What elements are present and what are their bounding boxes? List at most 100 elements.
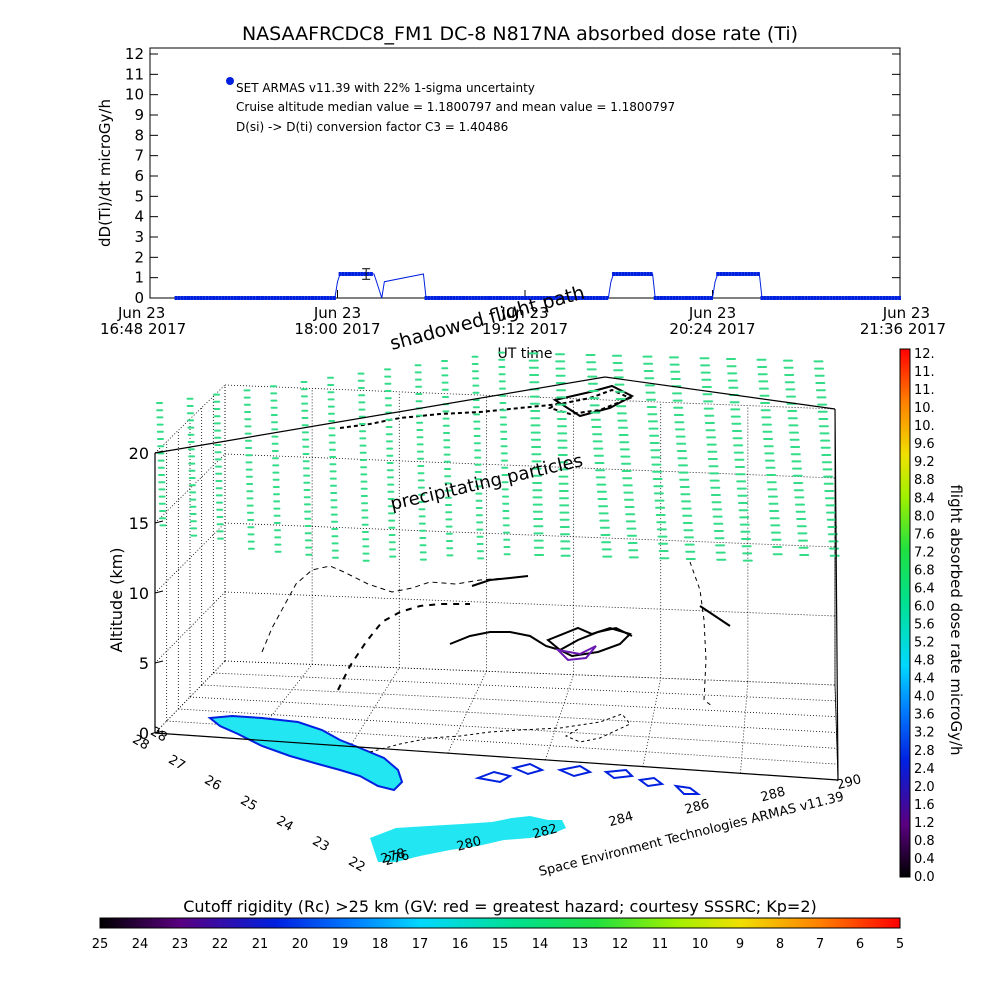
particle-mark <box>190 527 198 530</box>
particle-mark <box>793 482 804 484</box>
particle-mark <box>301 417 309 419</box>
dose-rate-colorbar: 0.0 0.4 0.8 1.2 1.6 2.0 2.4 2.8 3.2 3.6 4.0 4.4 4.8 5… <box>899 347 965 885</box>
series-point <box>298 296 302 300</box>
particle-mark <box>359 459 367 461</box>
particle-mark <box>303 503 311 506</box>
particle-mark <box>444 475 452 478</box>
particle-mark <box>653 485 664 488</box>
particle-mark <box>474 449 482 452</box>
series-point <box>261 296 264 300</box>
series-point <box>267 296 271 300</box>
particle-mark <box>729 401 740 404</box>
particle-mark <box>560 533 570 536</box>
particle-mark <box>532 510 543 513</box>
rigidity-tick-label: 16 <box>452 937 469 952</box>
colorbar-tick-label: 7.2 <box>914 545 935 560</box>
particle-mark <box>331 520 338 523</box>
series-point <box>663 296 667 300</box>
particle-mark <box>385 433 393 436</box>
series-point <box>706 296 710 300</box>
legend-marker <box>226 77 234 85</box>
series-point <box>527 296 531 300</box>
series-point <box>766 296 770 300</box>
particle-mark <box>387 490 395 493</box>
x-tick-time: 20:24 2017 <box>669 320 755 338</box>
lon-tick-label: 288 <box>759 784 787 805</box>
particle-mark <box>766 474 777 476</box>
particle-mark <box>654 499 665 502</box>
particle-mark <box>302 438 310 441</box>
particle-mark <box>589 397 600 400</box>
particle-mark <box>159 524 167 527</box>
particle-mark <box>586 368 597 371</box>
series-point <box>492 296 496 300</box>
particle-mark <box>500 445 508 448</box>
particle-mark <box>476 535 484 538</box>
particle-mark <box>763 438 774 440</box>
series-point <box>311 296 314 300</box>
particle-mark <box>757 373 768 376</box>
particle-mark <box>790 446 801 448</box>
particle-mark <box>742 552 753 555</box>
particle-mark <box>772 553 783 556</box>
particle-mark <box>647 413 658 416</box>
colorbar-tick-label: 10. <box>914 419 935 434</box>
particle-mark <box>245 454 253 457</box>
particle-mark <box>304 539 312 542</box>
particle-mark <box>216 501 223 504</box>
particle-mark <box>445 504 452 506</box>
series-point <box>437 296 441 300</box>
colorbar-tick-label: 8.0 <box>914 509 935 524</box>
particle-mark <box>272 486 280 488</box>
series-point <box>688 296 692 300</box>
series-point <box>734 272 738 277</box>
particle-mark <box>726 358 736 360</box>
particle-mark <box>186 405 194 407</box>
particle-mark <box>503 538 511 541</box>
floor-grid-width <box>213 672 836 702</box>
series-point <box>782 296 786 300</box>
colorbar-tick-label: 3.6 <box>914 708 935 723</box>
particle-mark <box>557 425 567 428</box>
series-point <box>252 296 256 300</box>
particle-mark <box>670 370 681 373</box>
particle-mark <box>530 417 541 420</box>
particle-mark <box>705 429 716 432</box>
series-point <box>567 296 571 300</box>
particle-mark <box>158 495 166 498</box>
series-point <box>872 296 876 300</box>
particle-mark <box>446 547 454 550</box>
series-point <box>649 272 653 277</box>
particle-mark <box>303 474 311 477</box>
particle-mark <box>416 436 424 439</box>
particle-mark <box>612 354 622 357</box>
series-point <box>286 296 289 300</box>
series-point <box>819 296 823 300</box>
particle-mark <box>736 480 747 483</box>
flight-loop <box>546 626 632 658</box>
series-point <box>177 296 181 300</box>
particle-mark <box>558 482 569 485</box>
particle-mark <box>330 499 338 502</box>
shadowed-flight-path-label: shadowed flight path <box>388 282 587 355</box>
colorbar-tick-label: 11. <box>914 383 935 398</box>
particle-mark <box>820 439 831 442</box>
particle-mark <box>822 468 833 471</box>
dose-rate-colorbar-label: flight absorbed dose rate microGy/h <box>947 484 965 755</box>
particle-mark <box>331 549 339 552</box>
series-point <box>455 296 459 300</box>
left-wall-grid-horizontal <box>154 453 226 524</box>
particle-mark <box>473 435 481 437</box>
annotation-conversion: D(si) -> D(ti) conversion factor C3 = 1.… <box>236 120 508 134</box>
particle-mark <box>187 448 195 451</box>
particle-mark <box>415 400 423 403</box>
particle-mark <box>644 384 655 387</box>
particle-mark <box>247 547 255 550</box>
series-point <box>369 272 373 277</box>
particle-mark <box>270 414 278 416</box>
back-wall-grid-horizontal <box>224 660 836 686</box>
annotation-cruise: Cruise altitude median value = 1.1800797… <box>236 100 675 114</box>
particle-mark <box>501 474 509 476</box>
series-point <box>772 296 776 300</box>
series-point <box>208 296 212 300</box>
